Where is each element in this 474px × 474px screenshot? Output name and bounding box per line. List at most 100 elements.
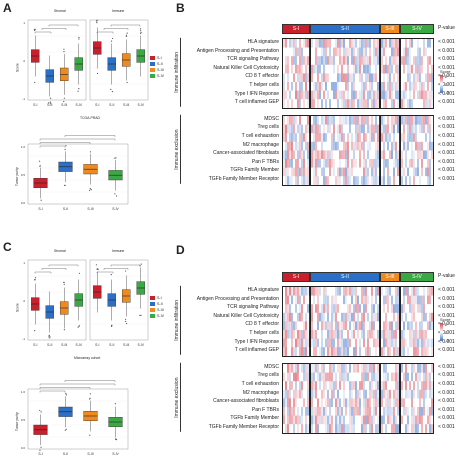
heatmap-cell (321, 132, 324, 142)
heatmap-cell (397, 304, 400, 313)
heatmap-cell (303, 167, 306, 177)
heatmap-cell (351, 330, 354, 339)
heatmap-cell (417, 338, 420, 348)
heatmap-cell (301, 389, 304, 399)
heatmap-cell (335, 39, 338, 48)
heatmap-cell (305, 389, 308, 399)
heatmap-cell (313, 389, 316, 399)
heatmap-block (400, 114, 434, 186)
heatmap-cell (351, 287, 354, 296)
heatmap-cell (359, 167, 362, 177)
heatmap-cell (363, 312, 366, 322)
heatmap-cell (287, 304, 290, 313)
heatmap-cell (363, 64, 366, 74)
heatmap-cell (311, 330, 314, 339)
heatmap-cell (393, 338, 396, 348)
heatmap-cell (317, 338, 320, 348)
pvalue-value: < 0.001 (438, 389, 455, 396)
outlier-point (125, 320, 127, 323)
heatmap-cell (335, 312, 338, 322)
heatmap-cell (391, 363, 394, 373)
heatmap-cell (303, 330, 306, 339)
heatmap-cell (319, 347, 322, 356)
heatmap-cell (385, 295, 388, 305)
heatmap-cell (369, 141, 372, 151)
heatmap-cell (403, 141, 406, 151)
heatmap-cell (417, 141, 420, 151)
outlier-point (90, 189, 92, 191)
heatmap-cell (419, 363, 422, 373)
heatmap-cell (349, 398, 352, 407)
heatmap-cell (383, 347, 386, 356)
heatmap-cell (295, 406, 298, 416)
heatmap-cell (319, 132, 322, 142)
heatmap-cell (383, 330, 386, 339)
heatmap-cell (285, 64, 288, 74)
heatmap-cell (427, 90, 430, 100)
heatmap-cell (297, 64, 300, 74)
heatmap-cell (393, 73, 396, 83)
heatmap-cell (291, 175, 294, 185)
heatmap-cell (385, 406, 388, 416)
heatmap-cell (429, 389, 432, 399)
heatmap-cell (331, 132, 334, 142)
heatmap-cell (431, 295, 434, 305)
heatmap-cell (313, 363, 316, 373)
outlier-point (63, 97, 65, 99)
heatmap-cell (375, 141, 378, 151)
heatmap-cell (393, 124, 396, 134)
significance-bracket (39, 138, 116, 141)
heatmap-cell (339, 423, 342, 433)
heatmap-cell (289, 141, 292, 151)
heatmap-cell (323, 295, 326, 305)
heatmap-cell (425, 312, 428, 322)
heatmap-cell (417, 347, 420, 356)
heatmap-cell (351, 64, 354, 74)
heatmap-cell (389, 304, 392, 313)
heatmap-cell (395, 73, 398, 83)
heatmap-cell (401, 406, 404, 416)
heatmap-cell (315, 347, 318, 356)
heatmap-cell (343, 115, 346, 125)
heatmap-cell (351, 406, 354, 416)
heatmap-cell (371, 73, 374, 83)
heatmap-cell (427, 39, 430, 48)
heatmap-cell (415, 287, 418, 296)
pvalue-value: < 0.001 (438, 338, 455, 345)
heatmap-cell (427, 338, 430, 348)
heatmap-cell (335, 73, 338, 83)
heatmap-cell (293, 124, 296, 134)
heatmap-cell (353, 167, 356, 177)
heatmap-cell (285, 423, 288, 433)
heatmap-cell (285, 167, 288, 177)
heatmap-cell (363, 141, 366, 151)
heatmap-cell (367, 406, 370, 416)
heatmap-cells (401, 115, 434, 185)
heatmap-cell (313, 338, 316, 348)
heatmap-cell (331, 312, 334, 322)
heatmap-cell (357, 330, 360, 339)
heatmap-cell (429, 175, 432, 185)
heatmap-cell (349, 330, 352, 339)
heatmap-cell (367, 363, 370, 373)
heatmap-cell (369, 295, 372, 305)
heatmap-cell (425, 39, 428, 48)
heatmap-cell (405, 406, 408, 416)
heatmap-cell (391, 115, 394, 125)
heatmap-cell (357, 423, 360, 433)
heatmap-cell (297, 99, 300, 108)
pvalue-value: < 0.001 (438, 150, 455, 157)
heatmap-cell (351, 124, 354, 134)
heatmap-cell (341, 330, 344, 339)
heatmap-cell (389, 398, 392, 407)
heatmap-cell (303, 124, 306, 134)
heatmap-cell (289, 347, 292, 356)
heatmap-cell (401, 330, 404, 339)
heatmap-cell (425, 287, 428, 296)
heatmap-cell (341, 415, 344, 425)
heatmap-cell (339, 158, 342, 168)
heatmap-cell (403, 90, 406, 100)
heatmap-cell (343, 363, 346, 373)
heatmap-cell (285, 150, 288, 159)
heatmap-cell (375, 398, 378, 407)
